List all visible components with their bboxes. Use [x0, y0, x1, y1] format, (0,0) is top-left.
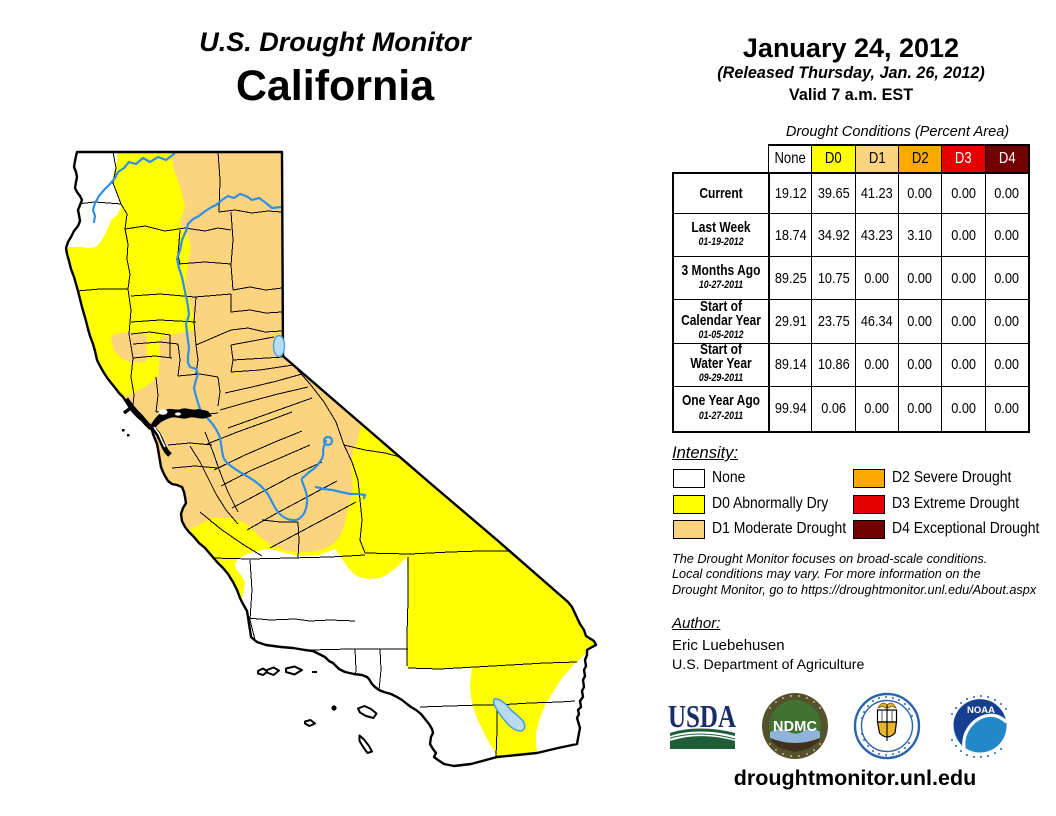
- svg-text:USDA: USDA: [668, 698, 736, 734]
- svg-text:NDMC: NDMC: [773, 719, 818, 735]
- svg-text:NOAA: NOAA: [967, 705, 995, 716]
